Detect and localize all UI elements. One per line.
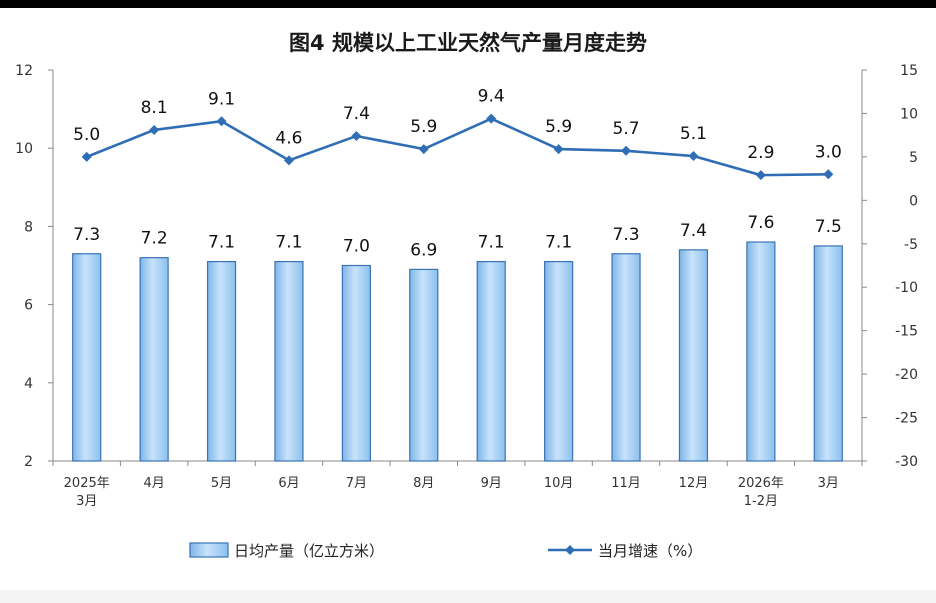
x-tick-label: 7月 — [346, 476, 367, 491]
x-tick-label: 2026年 — [738, 476, 784, 491]
line-point — [351, 131, 362, 142]
right-tick-label: -20 — [895, 367, 918, 383]
x-tick-label: 8月 — [413, 476, 434, 491]
x-tick-label: 9月 — [481, 476, 502, 491]
line-value-label: 7.4 — [343, 104, 370, 124]
line-point — [149, 124, 160, 135]
x-tick-label: 10月 — [544, 476, 574, 491]
bottom-bar — [0, 590, 936, 603]
x-tick-label: 3月 — [818, 476, 839, 491]
bar — [544, 260, 574, 462]
line-point — [216, 116, 227, 127]
bar — [813, 245, 843, 462]
axes: 12 10 8 6 4 2 15 10 5 0 -5 -10 -15 -20 -25 -30 2025年 3月 4月… — [15, 63, 918, 509]
right-tick-label: 5 — [909, 150, 918, 166]
left-tick-label: 2 — [24, 454, 33, 470]
x-tick-label: 2025年 — [64, 476, 110, 491]
right-tick-label: -15 — [895, 324, 918, 340]
bar-value-label: 7.0 — [343, 237, 370, 257]
bar-value-label: 7.1 — [208, 233, 235, 253]
line-value-label: 9.4 — [478, 87, 505, 107]
line-value-label: 5.0 — [73, 125, 100, 145]
left-tick-label: 12 — [15, 63, 33, 79]
legend-line-label: 当月增速（%） — [598, 542, 702, 560]
bar — [206, 260, 237, 462]
right-tick-label: -25 — [895, 411, 918, 427]
right-tick-label: -10 — [895, 280, 918, 296]
right-tick-label: 10 — [900, 106, 918, 122]
bar — [611, 253, 641, 462]
bar — [746, 241, 776, 462]
x-tick-label: 5月 — [211, 476, 232, 491]
line-value-label: 5.9 — [410, 117, 437, 137]
bar-value-label: 7.4 — [680, 221, 707, 241]
x-tick-label: 11月 — [611, 476, 641, 491]
right-tick-label: 15 — [900, 63, 918, 79]
bar — [72, 253, 102, 462]
x-tick-label: 1-2月 — [744, 494, 778, 509]
line-point — [755, 170, 766, 181]
bar-value-label: 7.3 — [613, 225, 640, 245]
line-point — [486, 113, 497, 124]
line-value-label: 5.9 — [545, 117, 572, 137]
bar — [678, 249, 709, 462]
line-value-label: 3.0 — [815, 142, 842, 162]
bar — [341, 264, 371, 462]
line-value-label: 5.7 — [613, 119, 640, 139]
bar-value-label: 7.1 — [545, 233, 572, 253]
right-tick-label: -5 — [904, 237, 918, 253]
right-tick-label: 0 — [909, 193, 918, 209]
bar-value-label: 7.3 — [73, 225, 100, 245]
x-tick-label: 3月 — [76, 494, 97, 509]
line-point — [418, 144, 429, 155]
bar — [476, 260, 506, 462]
left-tick-label: 6 — [24, 298, 33, 314]
bar — [409, 268, 439, 462]
line-point — [553, 144, 564, 155]
legend: 日均产量（亿立方米） 当月增速（%） — [189, 542, 702, 560]
line-point — [283, 155, 294, 166]
legend-line-marker — [565, 545, 575, 555]
bar-value-label: 7.6 — [747, 213, 774, 233]
bar-value-label: 7.1 — [275, 233, 302, 253]
line-value-label: 9.1 — [208, 89, 235, 109]
line-value-label: 8.1 — [141, 98, 168, 118]
left-tick-label: 4 — [24, 376, 33, 392]
line-value-label: 5.1 — [680, 124, 707, 144]
bar-value-label: 7.2 — [141, 229, 168, 249]
legend-bar-swatch — [189, 542, 229, 558]
line-value-label: 2.9 — [747, 143, 774, 163]
bar-value-label: 7.1 — [478, 233, 505, 253]
line-point — [688, 151, 699, 162]
left-tick-label: 10 — [15, 141, 33, 157]
right-tick-label: -30 — [895, 454, 918, 470]
bar-value-label: 7.5 — [815, 217, 842, 237]
x-tick-label: 12月 — [679, 476, 709, 491]
growth-line — [86, 117, 829, 177]
legend-bar-label: 日均产量（亿立方米） — [234, 542, 384, 560]
bars-group: 7.3 7.2 7.1 7.1 7.0 6.9 7.1 7.1 7.3 7.4 7.6 7.5 — [72, 213, 843, 462]
chart-title: 图4 规模以上工业天然气产量月度走势 — [289, 31, 647, 55]
bar — [139, 257, 169, 462]
bar — [274, 260, 304, 462]
line-point — [81, 151, 92, 162]
line-value-label: 4.6 — [275, 128, 302, 148]
x-tick-label: 4月 — [143, 476, 164, 491]
line-point — [823, 169, 834, 180]
line-point — [621, 145, 632, 156]
bar-value-label: 6.9 — [410, 240, 437, 260]
top-bar — [0, 0, 936, 8]
left-tick-label: 8 — [24, 219, 33, 235]
line-group: 5.0 8.1 9.1 4.6 7.4 5.9 9.4 5.9 5.7 5.1 2.9 3.0 — [73, 87, 842, 181]
x-tick-label: 6月 — [278, 476, 299, 491]
